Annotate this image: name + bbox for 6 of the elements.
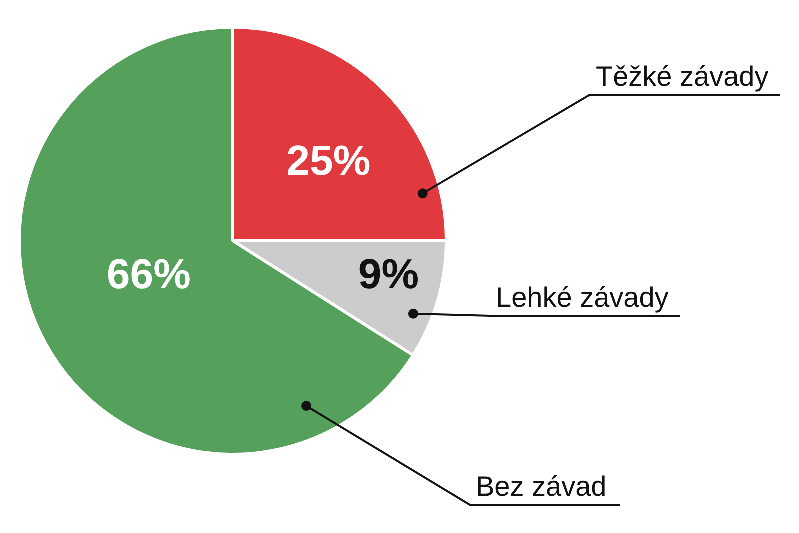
- slice-label: Těžké závady: [596, 61, 769, 92]
- data-label: 66%: [106, 250, 191, 298]
- slice-label: Lehké závady: [496, 282, 669, 313]
- slice-label: Bez závad: [476, 471, 607, 502]
- data-label: 25%: [286, 137, 371, 184]
- data-label: 9%: [358, 250, 420, 298]
